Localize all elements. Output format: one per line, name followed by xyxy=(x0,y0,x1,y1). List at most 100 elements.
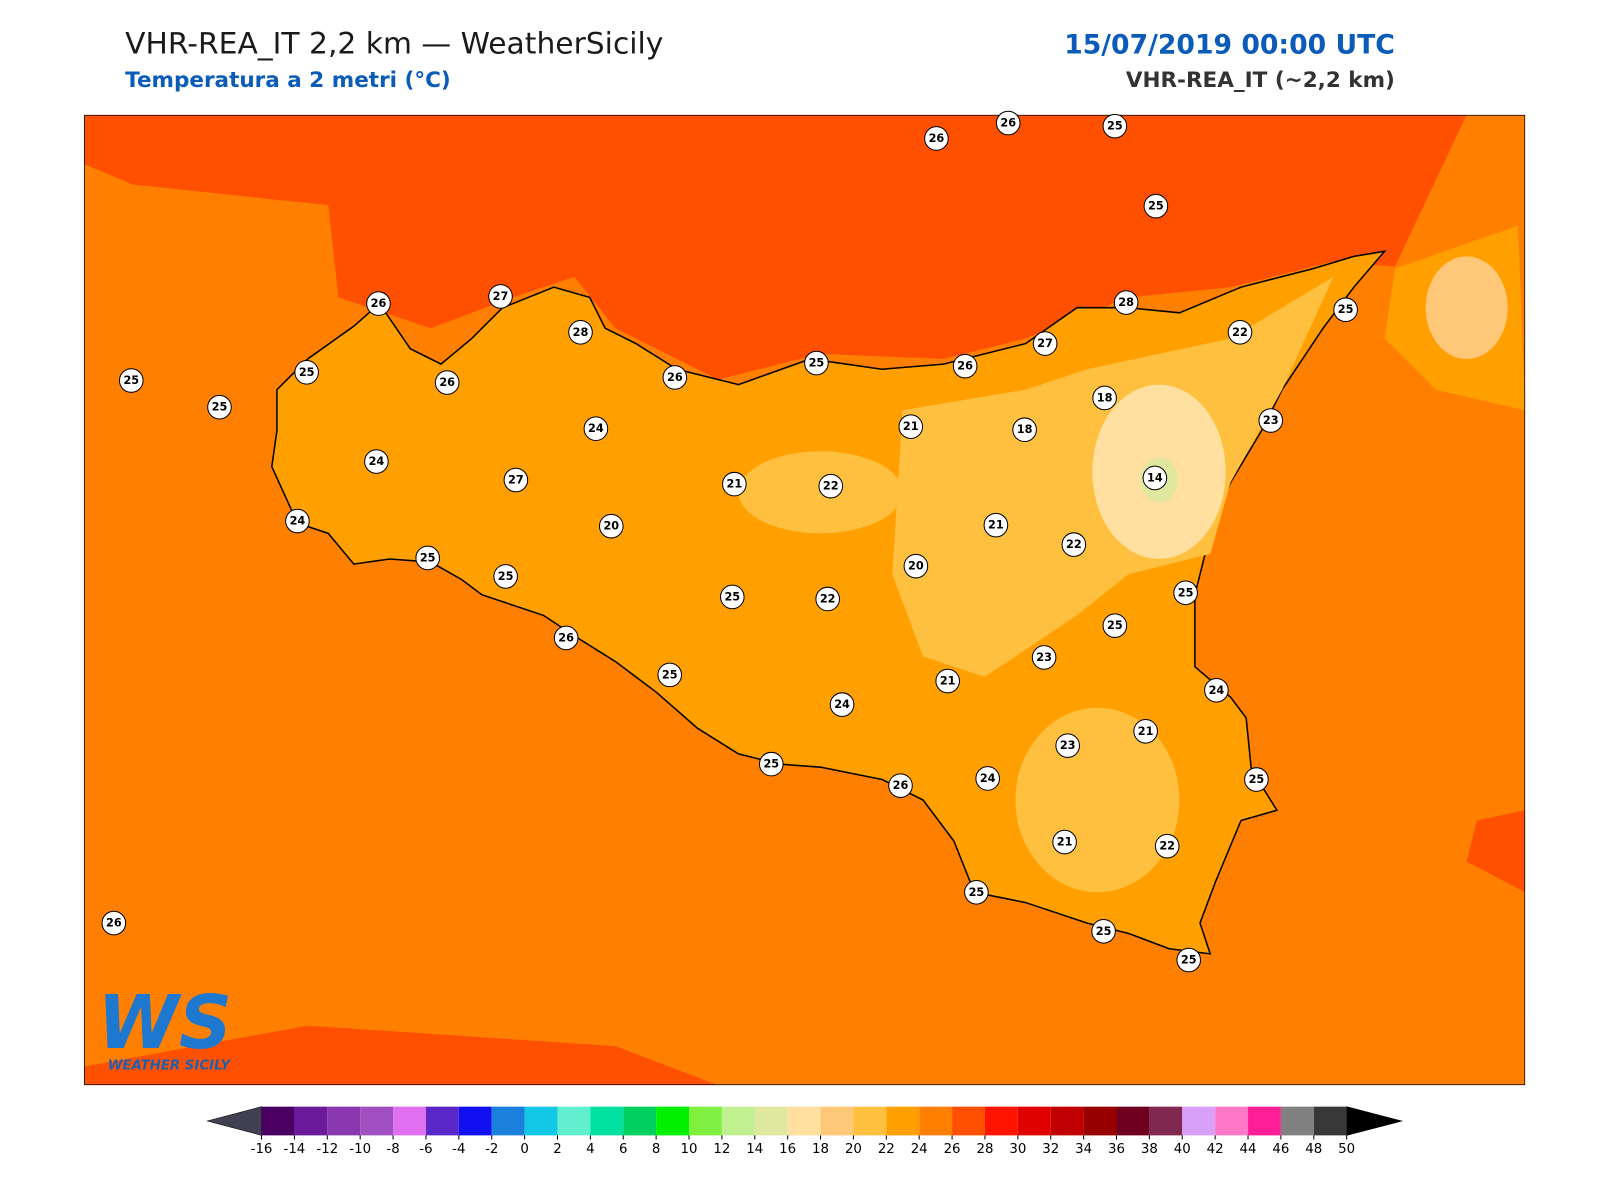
colorbar-box xyxy=(984,1106,1018,1136)
colorbar-tick-label: 18 xyxy=(812,1142,829,1157)
stations: 26 26 25 25 26 27 28 28 25 22 27 25 25 26 25 26 25 26 18 24… xyxy=(101,110,1358,973)
colorbar-tick-label: 26 xyxy=(944,1142,961,1157)
logo-mark: WS xyxy=(97,980,232,1066)
station-value: 25 xyxy=(969,886,985,899)
colorbar-tick-label: 44 xyxy=(1240,1142,1257,1157)
station-marker xyxy=(1173,580,1198,606)
colorbar-tick-label: -6 xyxy=(419,1142,432,1157)
station-value: 27 xyxy=(1037,337,1053,350)
colorbar-box xyxy=(393,1106,426,1136)
station-marker xyxy=(553,625,579,651)
station-value: 24 xyxy=(1209,684,1225,697)
colorbar-tick-label: 24 xyxy=(911,1142,928,1157)
colorbar-over xyxy=(1346,1106,1404,1136)
station-value: 25 xyxy=(1107,619,1123,632)
colorbar-box xyxy=(952,1106,985,1136)
station-value: 22 xyxy=(820,592,836,605)
station-value: 26 xyxy=(1000,117,1016,130)
colorbar-under xyxy=(206,1106,262,1136)
station-value: 24 xyxy=(588,422,604,435)
colorbar-box xyxy=(261,1106,295,1136)
colorbar-box xyxy=(557,1106,591,1136)
station-value: 22 xyxy=(1066,538,1082,551)
colorbar-tick-label: -12 xyxy=(316,1142,338,1157)
station-marker xyxy=(1333,297,1358,323)
station-value: 22 xyxy=(1232,326,1248,339)
station-value: 25 xyxy=(662,668,678,681)
station-marker xyxy=(1113,290,1139,315)
station-marker xyxy=(1154,833,1180,859)
station-marker xyxy=(935,668,960,694)
colorbar-tick-label: -8 xyxy=(386,1142,399,1157)
station-value: 23 xyxy=(1060,739,1076,752)
colorbar-tick-label: 34 xyxy=(1075,1142,1092,1157)
station-value: 27 xyxy=(493,290,509,303)
colorbar-box xyxy=(1182,1106,1216,1136)
title: VHR-REA_IT 2,2 km — WeatherSicily xyxy=(125,26,663,61)
station-marker xyxy=(118,368,144,393)
station-marker xyxy=(722,471,747,497)
colorbar-tick-label: 4 xyxy=(586,1142,594,1157)
station-value: 25 xyxy=(212,401,228,414)
station-value: 25 xyxy=(763,758,779,771)
colorbar-tick-label: 6 xyxy=(619,1142,627,1157)
station-marker xyxy=(1102,113,1128,139)
station-marker xyxy=(285,508,310,534)
model-label: VHR-REA_IT (~2,2 km) xyxy=(1126,68,1395,93)
colorbar-box xyxy=(787,1106,821,1136)
colorbar-box xyxy=(360,1106,394,1136)
station-value: 25 xyxy=(1249,773,1265,786)
colorbar-box xyxy=(1248,1106,1281,1136)
station-value: 24 xyxy=(980,772,996,785)
colorbar-tick-label: 38 xyxy=(1141,1142,1158,1157)
station-value: 22 xyxy=(823,480,839,493)
station-marker xyxy=(1227,319,1253,345)
station-value: 26 xyxy=(439,376,455,389)
colorbar-tick-label: 36 xyxy=(1108,1142,1125,1157)
station-marker xyxy=(975,766,1000,791)
station-value: 25 xyxy=(498,570,514,583)
station-value: 23 xyxy=(1263,414,1279,427)
station-marker xyxy=(964,880,989,905)
colorbar-tick-label: 20 xyxy=(845,1142,862,1157)
station-value: 26 xyxy=(929,132,945,145)
station-value: 26 xyxy=(106,917,122,930)
station-value: 21 xyxy=(940,675,956,688)
station-value: 25 xyxy=(1181,954,1197,967)
colorbar-tick-label: 32 xyxy=(1042,1142,1059,1157)
station-value: 27 xyxy=(508,474,524,487)
station-marker xyxy=(434,370,460,395)
colorbar-tick-label: 42 xyxy=(1207,1142,1224,1157)
colorbar-tick-label: -14 xyxy=(284,1142,306,1157)
station-marker xyxy=(1258,408,1284,433)
colorbar-tick-label: 10 xyxy=(681,1142,698,1157)
colorbar-tick-label: 14 xyxy=(746,1142,763,1157)
station-marker xyxy=(995,110,1021,136)
station-marker xyxy=(366,291,391,316)
station-value: 21 xyxy=(903,420,919,433)
colorbar-tick-label: 8 xyxy=(652,1142,660,1157)
station-value: 25 xyxy=(1148,200,1164,213)
station-marker xyxy=(1204,677,1229,703)
warm-patch xyxy=(84,1025,718,1086)
station-marker xyxy=(1133,718,1158,744)
station-marker xyxy=(720,584,745,610)
colorbar-box xyxy=(919,1106,953,1136)
colorbar-box xyxy=(820,1106,854,1136)
colorbar-box xyxy=(524,1106,558,1136)
station-marker xyxy=(1032,331,1058,356)
station-value: 25 xyxy=(420,551,436,564)
station-value: 25 xyxy=(123,374,139,387)
station-value: 25 xyxy=(724,590,740,603)
station-marker xyxy=(1031,645,1057,670)
station-marker xyxy=(983,512,1009,538)
station-marker xyxy=(488,284,513,309)
colorbar-box xyxy=(721,1106,755,1136)
station-marker xyxy=(493,564,518,589)
colorbar-box xyxy=(853,1106,887,1136)
station-marker xyxy=(1091,918,1116,944)
colorbar-box xyxy=(425,1106,459,1136)
colorbar-box xyxy=(886,1106,920,1136)
station-marker xyxy=(1052,829,1077,855)
colorbar-tick-label: -4 xyxy=(452,1142,465,1157)
